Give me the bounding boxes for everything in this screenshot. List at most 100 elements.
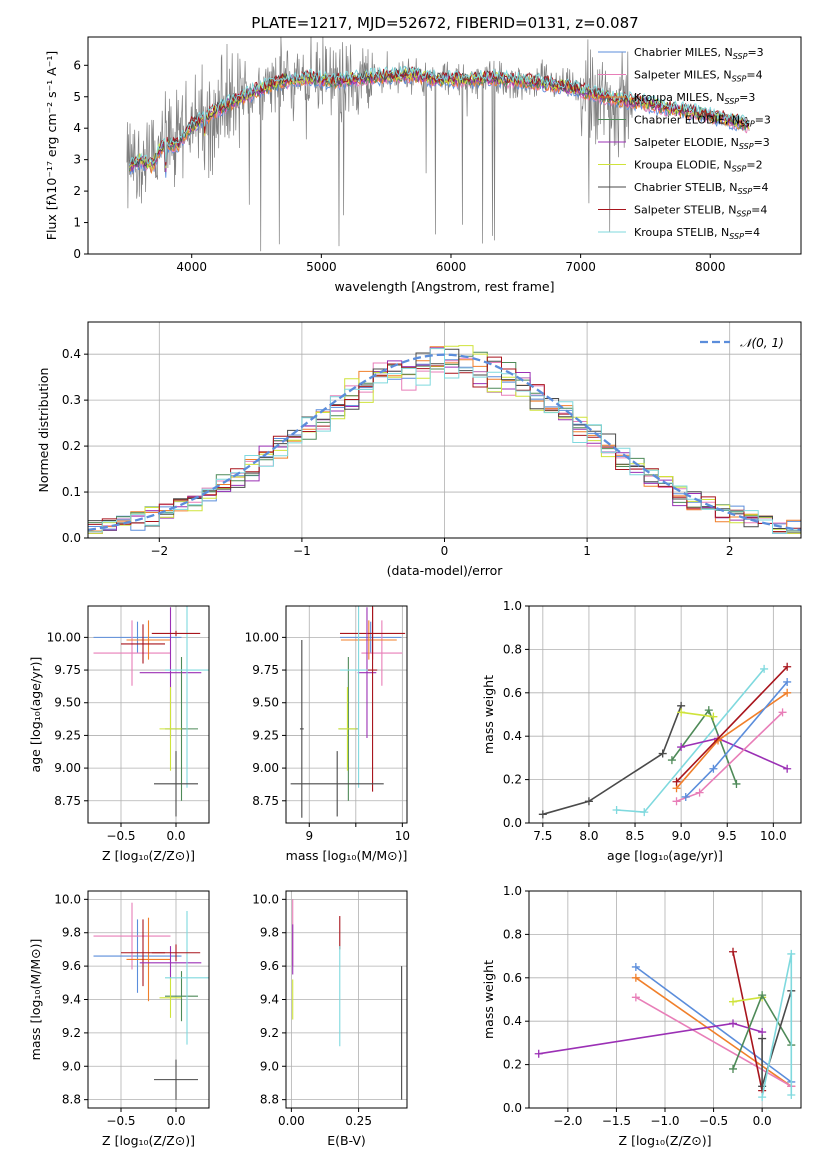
residual-histogram-8 xyxy=(88,348,801,534)
legend-entry-6: Chabrier STELIB, NSSP=4 xyxy=(634,181,768,196)
weight-line-0 xyxy=(635,966,792,1083)
weight_vs_age-xtick-label: 9.0 xyxy=(672,829,691,843)
weight-marker-8-1 xyxy=(783,662,792,671)
age_vs_Z-frame xyxy=(87,605,210,824)
residuals-ylabel: Normed distribution xyxy=(36,368,51,493)
legend-entry-2: Kroupa MILES, NSSP=3 xyxy=(634,91,755,106)
weight-marker-7-0 xyxy=(681,792,690,801)
mass_vs_EBV-ytick-label: 9.0 xyxy=(260,1059,279,1073)
legend-entry-5: Kroupa ELODIE, NSSP=2 xyxy=(634,159,763,174)
legend-sub: SSP xyxy=(724,97,739,106)
weight_vs_Z-ytick-label: 0.8 xyxy=(503,927,522,941)
spectrum-xtick-label: 6000 xyxy=(436,260,467,274)
legend-entry-1: Salpeter MILES, NSSP=4 xyxy=(634,69,763,84)
weight_vs_age-ylabel: mass weight xyxy=(481,675,496,754)
legend-suffix: =3 xyxy=(739,91,755,104)
residuals-xtick-label: 2 xyxy=(726,544,734,558)
legend-entry-0: Chabrier MILES, NSSP=3 xyxy=(634,46,764,61)
legend-entry-8: Kroupa STELIB, NSSP=4 xyxy=(634,226,760,241)
weight_vs_Z-xtick-label: −0.5 xyxy=(699,1114,728,1128)
legend-name: Chabrier ELODIE, N xyxy=(634,114,740,127)
weight-line-5 xyxy=(732,996,763,1003)
legend-sub: SSP xyxy=(739,142,754,151)
weight-line-1 xyxy=(635,977,792,1087)
age_vs_Z-ytick-label: 9.50 xyxy=(54,696,81,710)
weight-marker-7-2 xyxy=(783,677,792,686)
residuals-xtick-label: −2 xyxy=(150,544,168,558)
weight_vs_Z-frame xyxy=(528,890,802,1109)
weight-marker-3-0 xyxy=(534,1049,543,1058)
weight_vs_Z-ytick-label: 0.2 xyxy=(503,1058,522,1072)
age_vs_Z-ytick-label: 9.75 xyxy=(54,663,81,677)
age_vs_Z-xtick-label: 0.0 xyxy=(166,829,185,843)
legend-name: Kroupa MILES, N xyxy=(634,91,724,104)
weight_vs_age-xlabel: age [log₁₀(age/yr)] xyxy=(607,848,723,863)
mass_vs_EBV-ytick-label: 8.8 xyxy=(260,1093,279,1107)
weight-marker-0-2 xyxy=(658,749,667,758)
spectrum-ylabel: Flux [fλ10⁻¹⁷ erg cm⁻² s⁻¹ A⁻¹] xyxy=(44,51,59,240)
legend-name: Kroupa STELIB, N xyxy=(634,226,729,239)
age_vs_mass-xtick-label: 9 xyxy=(305,829,313,843)
mass_vs_EBV-ytick-label: 10.0 xyxy=(252,892,279,906)
weight-marker-0-0 xyxy=(631,962,640,971)
age_vs_Z-panel: −0.5 0.0 8.75 9.00 9.25 9.50 9.75 10.00 Z [log₁₀… xyxy=(28,605,210,863)
weight_vs_age-xtick-label: 10.0 xyxy=(760,829,787,843)
age_vs_mass-plot-area xyxy=(286,606,407,823)
legend-sub: SSP xyxy=(740,120,755,129)
legend-name: Kroupa ELODIE, N xyxy=(634,159,732,172)
weight_vs_Z-panel: −2.0 −1.5 −1.0 −0.5 0.0 0.0 0.2 0.4 0.6 0.8 1.0 Z [… xyxy=(481,884,802,1148)
legend-name: Chabrier MILES, N xyxy=(634,46,733,59)
legend-suffix: =4 xyxy=(752,181,768,194)
residuals-ytick-label: 0.1 xyxy=(62,485,81,499)
normal-reference-curve xyxy=(88,353,801,532)
mass_vs_Z-plot-area xyxy=(88,891,209,1108)
mass_vs_EBV-ytick-label: 9.4 xyxy=(260,993,279,1007)
mass_vs_EBV-xtick-label: 0.25 xyxy=(345,1114,372,1128)
residuals-legend: 𝒩(0, 1) xyxy=(700,336,784,350)
weight_vs_Z-ytick-label: 1.0 xyxy=(503,884,522,898)
age_vs_mass-panel: 9 10 8.75 9.00 9.25 9.50 9.75 10.00 mass [log₁₀(… xyxy=(245,605,410,863)
weight-marker-5-0 xyxy=(672,797,681,806)
residuals-ytick-label: 0.2 xyxy=(62,439,81,453)
weight-marker-4-0 xyxy=(729,947,737,956)
legend-entry-3: Chabrier ELODIE, NSSP=3 xyxy=(634,114,771,129)
spectrum-ytick-label: 6 xyxy=(73,58,81,72)
weight-marker-2-0 xyxy=(631,993,640,1002)
age_vs_Z-ytick-label: 8.75 xyxy=(54,794,81,808)
weight-marker-3-1 xyxy=(729,1019,737,1028)
age_vs_mass-frame xyxy=(285,605,408,824)
mass_vs_Z-ytick-label: 9.0 xyxy=(62,1059,81,1073)
legend-name: Salpeter MILES, N xyxy=(634,69,732,82)
residuals-xlabel: (data-model)/error xyxy=(387,563,504,578)
legend-sub: SSP xyxy=(732,75,747,84)
residuals-frame xyxy=(87,321,802,539)
spectrum-panel: 4000 5000 6000 7000 8000 0 1 2 3 4 5 6 wavelength [A… xyxy=(44,36,802,294)
legend-entry-7: Salpeter STELIB, NSSP=4 xyxy=(634,204,767,219)
legend-suffix: =3 xyxy=(754,136,770,149)
age_vs_Z-xlabel: Z [log₁₀(Z/Z⊙)] xyxy=(102,848,195,863)
weight-marker-8-0 xyxy=(758,1093,767,1102)
legend-name: Chabrier STELIB, N xyxy=(634,181,738,194)
residuals-plot-area xyxy=(88,322,801,538)
legend-entry-normal: 𝒩(0, 1) xyxy=(740,336,784,350)
mass_vs_Z-xtick-label: 0.0 xyxy=(166,1114,185,1128)
weight_vs_age-xtick-label: 7.5 xyxy=(533,829,552,843)
model-line-8 xyxy=(129,65,750,166)
weight-marker-5-0 xyxy=(729,997,737,1006)
mass_vs_EBV-panel: 0.00 0.25 8.8 9.0 9.2 9.4 9.6 9.8 10.0 E(B-V) xyxy=(252,890,408,1148)
residuals-xtick-label: −1 xyxy=(293,544,311,558)
weight-marker-5-1 xyxy=(695,788,704,797)
mass_vs_EBV-ytick-label: 9.8 xyxy=(260,926,279,940)
weight-line-2 xyxy=(635,996,792,1087)
weight-line-3 xyxy=(538,1022,763,1055)
spectrum-ytick-label: 1 xyxy=(73,216,81,230)
residuals-xtick-label: 1 xyxy=(583,544,591,558)
mass_vs_Z-xtick-label: −0.5 xyxy=(106,1114,135,1128)
weight-marker-7-0 xyxy=(758,1034,767,1043)
weight_vs_Z-plot-area xyxy=(529,891,801,1108)
weight-marker-5-2 xyxy=(778,708,787,717)
mass_vs_Z-ytick-label: 10.0 xyxy=(54,892,81,906)
spectrum-xtick-label: 7000 xyxy=(565,260,596,274)
